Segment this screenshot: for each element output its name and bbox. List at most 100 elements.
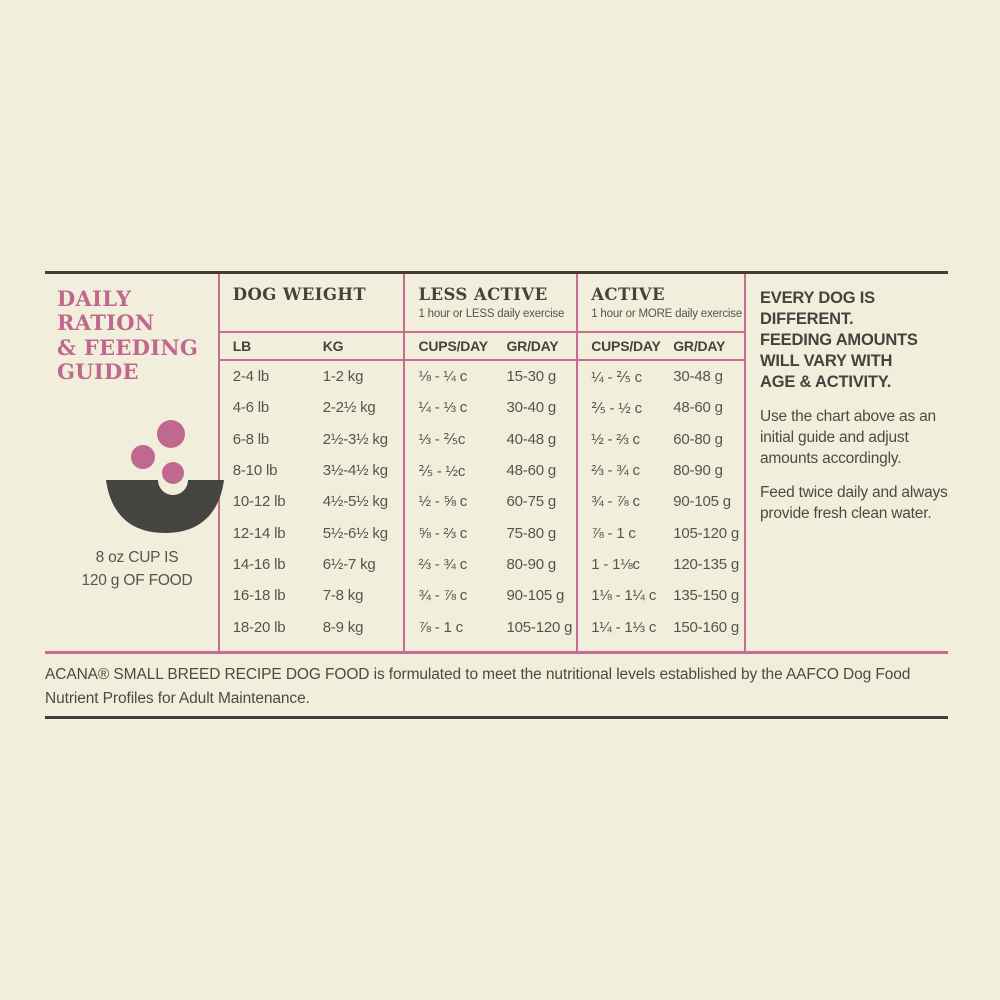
grams-cell: 90-105 g: [673, 493, 731, 511]
less-active-subheader: CUPS/DAY GR/DAY: [405, 333, 577, 361]
kg-cell: 6½-7 kg: [322, 555, 376, 573]
less-active-rows: ⅛ - ¼ c 15-30 g ¼ - ⅓ c 30-40 g ⅓ - ⅖c 40-4…: [405, 361, 576, 643]
table-row: ½ - ⅝ c 60-75 g: [405, 486, 576, 517]
table-row: ¾ - ⅞ c 90-105 g: [405, 580, 576, 611]
cups-cell: 1 - 1⅛c: [591, 555, 640, 573]
active-subtitle: 1 hour or MORE daily exercise: [591, 308, 743, 320]
table-row: ¼ - ⅖ c 30-48 g: [578, 361, 744, 392]
grams-cell: 60-80 g: [673, 430, 723, 448]
lb-cell: 12-14 lb: [232, 524, 286, 542]
grams-cell: 30-48 g: [673, 368, 723, 386]
grams-cell: 48-60 g: [673, 399, 723, 417]
kg-cell: 7-8 kg: [322, 587, 364, 605]
cups-cell: ⅛ - ¼ c: [418, 368, 468, 386]
table-row: ⅝ - ⅔ c 75-80 g: [405, 517, 576, 548]
grams-cell: 105-120 g: [673, 524, 739, 542]
less-active-section: LESS ACTIVE 1 hour or LESS daily exercis…: [403, 274, 577, 652]
less-active-header: LESS ACTIVE 1 hour or LESS daily exercis…: [405, 274, 577, 333]
grams-cell: 105-120 g: [506, 618, 573, 636]
table-row: ¾ - ⅞ c 90-105 g: [578, 486, 744, 517]
cups-cell: ⅓ - ⅖c: [418, 431, 466, 449]
lb-cell: 4-6 lb: [232, 399, 270, 417]
active-subheader: CUPS/DAY GR/DAY: [578, 333, 744, 361]
grams-cell: 15-30 g: [506, 368, 556, 386]
kg-cell: 4½-5½ kg: [322, 493, 388, 511]
cups-cell: 1⅛ - 1¼ c: [591, 587, 657, 605]
table-row: 1⅛ - 1¼ c 135-150 g: [578, 580, 744, 611]
notes-column: EVERY DOG IS DIFFERENT. FEEDING AMOUNTS …: [744, 274, 948, 652]
cup-measure-note: 8 oz CUP IS 120 g OF FOOD: [81, 549, 193, 589]
kg-cell: 1-2 kg: [322, 368, 364, 386]
cups-cell: ⅖ - ½ c: [591, 399, 642, 417]
feeding-guide-band: DAILY RATION & FEEDING GUIDE 8 oz CUP IS…: [45, 274, 948, 652]
lb-cell: 8-10 lb: [232, 462, 278, 480]
table-row: 16-18 lb 7-8 kg: [220, 580, 404, 611]
cups-cell: ¼ - ⅓ c: [418, 399, 468, 417]
notes-paragraph-1: Use the chart above as an initial guide …: [760, 408, 936, 467]
cups-cell: ¼ - ⅖ c: [591, 368, 642, 386]
cups-cell: ⅖ - ½c: [418, 462, 466, 480]
grams-cell: 150-160 g: [673, 618, 739, 636]
dog-weight-subheader: LB KG: [219, 333, 404, 361]
active-header: ACTIVE 1 hour or MORE daily exercise: [578, 274, 744, 333]
top-rule: [45, 271, 948, 274]
notes-paragraph-2: Feed twice daily and always provide fres…: [760, 484, 948, 522]
table-row: ¼ - ⅓ c 30-40 g: [405, 392, 576, 423]
less-active-title: LESS ACTIVE: [418, 285, 548, 304]
cups-cell: ⅝ - ⅔ c: [418, 524, 468, 542]
grams-cell: 40-48 g: [506, 430, 556, 448]
dog-bowl-with-kibble-icon: [55, 412, 224, 537]
table-row: ⅔ - ¾ c 80-90 g: [578, 455, 744, 486]
notes-heading: EVERY DOG IS DIFFERENT. FEEDING AMOUNTS …: [760, 289, 918, 391]
cups-cell: ¾ - ⅞ c: [418, 587, 468, 605]
grams-cell: 30-40 g: [506, 399, 556, 417]
grams-cell: 80-90 g: [506, 555, 556, 573]
active-rows: ¼ - ⅖ c 30-48 g ⅖ - ½ c 48-60 g ½ - ⅔ c 60-…: [578, 361, 744, 643]
table-row: 18-20 lb 8-9 kg: [220, 611, 404, 642]
lb-cell: 14-16 lb: [232, 555, 286, 573]
cups-cell: ½ - ⅝ c: [418, 493, 468, 511]
table-row: ⅓ - ⅖c 40-48 g: [405, 424, 576, 455]
kg-cell: 2-2½ kg: [322, 399, 376, 417]
table-row: ⅔ - ¾ c 80-90 g: [405, 549, 576, 580]
lb-cell: 10-12 lb: [232, 493, 286, 511]
gr-day-column-header: GR/DAY: [673, 338, 726, 354]
table-row: 4-6 lb 2-2½ kg: [220, 392, 404, 423]
cups-cell: ½ - ⅔ c: [591, 430, 640, 448]
dog-weight-title: DOG WEIGHT: [232, 285, 367, 304]
lb-cell: 6-8 lb: [232, 430, 270, 448]
bottom-rule: [45, 716, 948, 719]
cups-cell: ¾ - ⅞ c: [591, 493, 640, 511]
guide-title: DAILY RATION & FEEDING GUIDE: [57, 286, 199, 385]
grams-cell: 60-75 g: [506, 493, 556, 511]
table-row: 6-8 lb 2½-3½ kg: [220, 424, 404, 455]
active-title: ACTIVE: [591, 285, 665, 304]
grams-cell: 48-60 g: [506, 462, 556, 480]
kg-cell: 2½-3½ kg: [322, 430, 388, 448]
dog-weight-header: DOG WEIGHT: [219, 274, 404, 333]
table-row: ⅞ - 1 c 105-120 g: [405, 611, 576, 642]
grams-cell: 120-135 g: [673, 555, 739, 573]
cups-day-column-header: CUPS/DAY: [591, 338, 661, 354]
table-row: 1¼ - 1⅓ c 150-160 g: [578, 611, 744, 642]
cups-cell: ⅔ - ¾ c: [591, 462, 640, 480]
intro-column: DAILY RATION & FEEDING GUIDE 8 oz CUP IS…: [45, 274, 224, 652]
table-row: 1 - 1⅛c 120-135 g: [578, 549, 744, 580]
active-section: ACTIVE 1 hour or MORE daily exercise CUP…: [576, 274, 744, 652]
cups-day-column-header: CUPS/DAY: [418, 338, 488, 354]
grams-cell: 135-150 g: [673, 587, 739, 605]
cups-cell: ⅔ - ¾ c: [418, 555, 468, 573]
kg-cell: 5½-6½ kg: [322, 524, 388, 542]
aafco-statement: ACANA® SMALL BREED RECIPE DOG FOOD is fo…: [45, 666, 911, 707]
grams-cell: 75-80 g: [506, 524, 556, 542]
lb-cell: 18-20 lb: [232, 618, 286, 636]
gr-day-column-header: GR/DAY: [506, 338, 559, 354]
table-row: ⅞ - 1 c 105-120 g: [578, 517, 744, 548]
table-row: ⅖ - ½c 48-60 g: [405, 455, 576, 486]
cups-cell: ⅞ - 1 c: [418, 618, 463, 636]
table-row: ½ - ⅔ c 60-80 g: [578, 424, 744, 455]
table-row: 10-12 lb 4½-5½ kg: [220, 486, 404, 517]
cups-cell: ⅞ - 1 c: [591, 524, 636, 542]
footer-top-rule: [45, 651, 948, 654]
